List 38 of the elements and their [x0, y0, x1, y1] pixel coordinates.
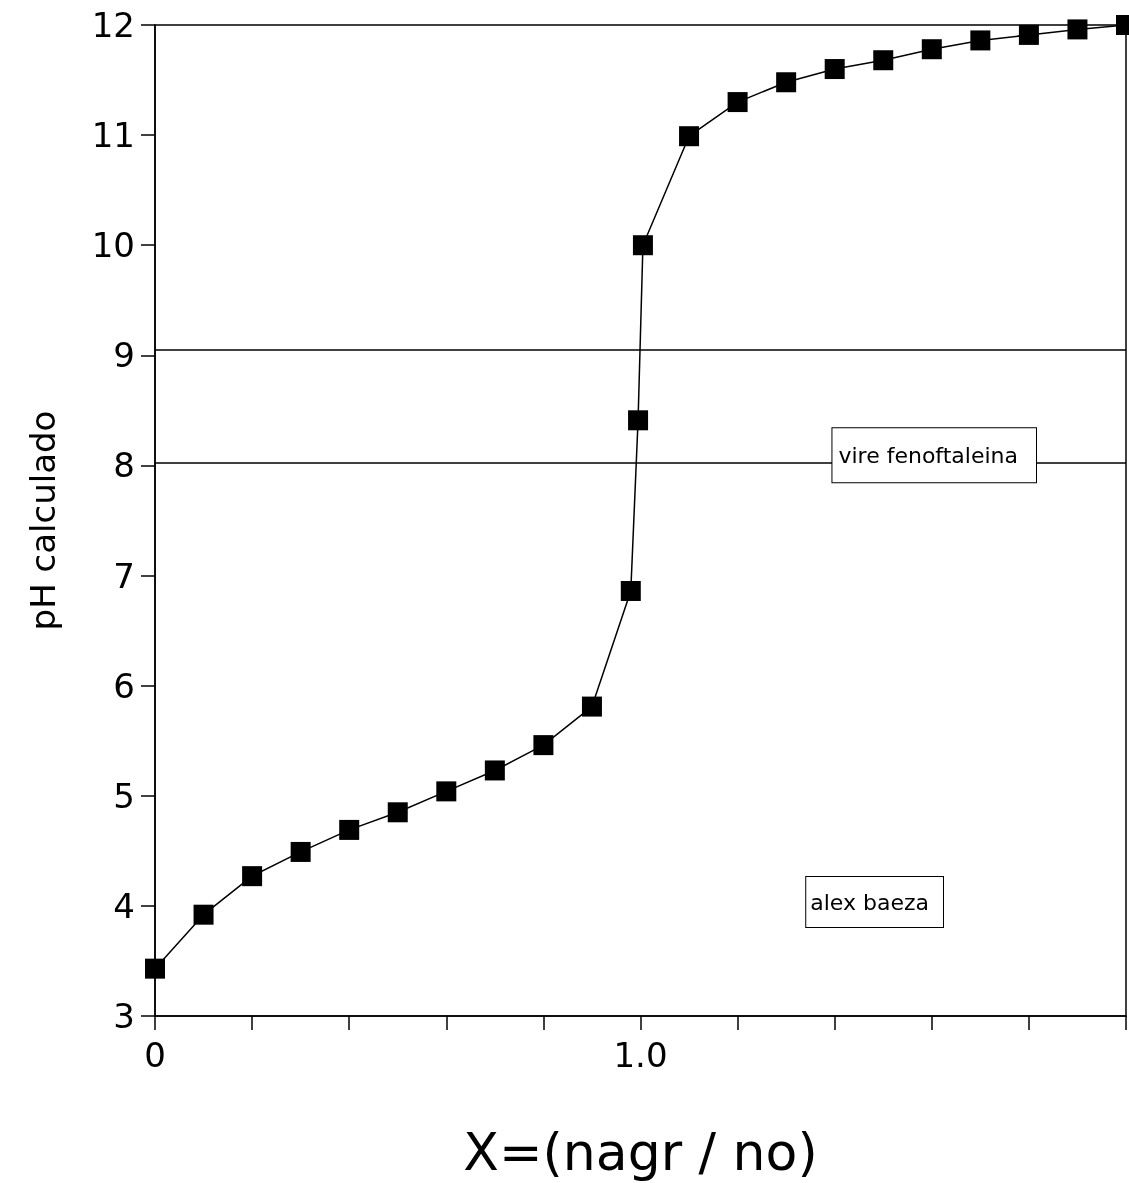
y-tick-label: 5 — [113, 775, 135, 816]
point — [242, 866, 263, 887]
y-tick-label: 6 — [113, 665, 135, 706]
point — [193, 904, 214, 925]
point — [436, 781, 457, 802]
point — [873, 50, 894, 71]
point — [776, 72, 797, 93]
x-tick-label: 1.0 — [613, 1035, 668, 1075]
point — [387, 802, 408, 823]
point — [632, 235, 653, 256]
x-axis-title: X=(nagr / no) — [463, 1122, 818, 1182]
ref-line-label: vire fenoftaleina — [838, 442, 1018, 468]
point — [628, 410, 649, 431]
y-tick-label: 4 — [113, 885, 135, 926]
point — [290, 841, 311, 862]
point — [533, 735, 554, 756]
point — [145, 958, 165, 979]
point — [339, 819, 360, 840]
point — [727, 92, 748, 113]
annotation: alex baeza — [810, 889, 929, 915]
point — [921, 39, 942, 60]
y-tick-label: 11 — [91, 115, 135, 156]
point — [679, 126, 700, 147]
y-tick-label: 7 — [113, 555, 135, 596]
x-tick-label: 0 — [144, 1035, 166, 1075]
y-tick-label: 8 — [113, 445, 135, 486]
point — [970, 30, 991, 51]
y-axis-title: pH calculado — [23, 410, 63, 631]
point — [620, 580, 641, 601]
point — [581, 696, 602, 717]
point — [824, 59, 845, 80]
y-tick-label: 9 — [113, 335, 135, 376]
point — [1018, 24, 1039, 45]
y-tick-label: 12 — [91, 5, 135, 45]
point — [1067, 19, 1088, 40]
point — [484, 760, 505, 781]
y-tick-label: 10 — [91, 225, 135, 266]
y-tick-label: 3 — [113, 996, 135, 1036]
